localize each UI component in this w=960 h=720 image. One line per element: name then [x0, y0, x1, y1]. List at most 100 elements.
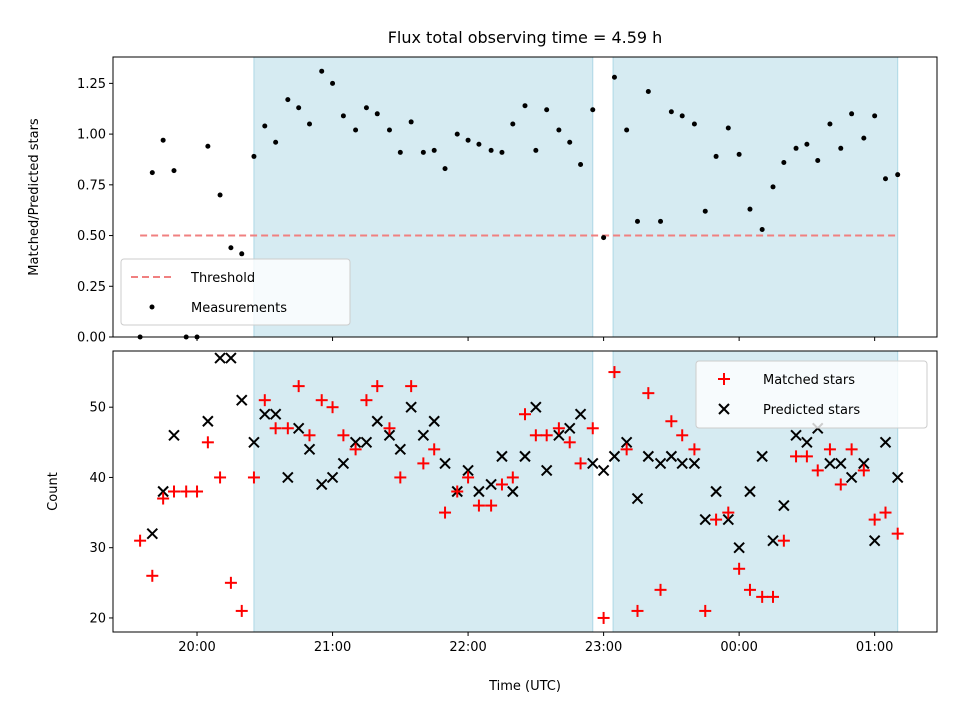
predicted-point: [417, 429, 430, 442]
predicted-point: [891, 471, 904, 484]
predicted-point: [744, 485, 756, 498]
legend-predicted-marker: [718, 403, 730, 415]
measurement-point: [849, 111, 855, 117]
matched-point: [756, 590, 769, 603]
measurement-point: [476, 141, 482, 147]
measurement-point: [408, 119, 414, 125]
chart-title: Flux total observing time = 4.59 h: [388, 28, 663, 47]
matched-point: [337, 429, 350, 442]
matched-point: [834, 478, 847, 491]
top-axes-frame: [112, 56, 938, 338]
measurement-point: [725, 125, 731, 131]
predicted-point: [269, 408, 282, 420]
matched-point: [383, 422, 396, 435]
observing-span: [612, 56, 899, 338]
y-tick-label: 40: [89, 471, 106, 486]
matched-point: [485, 499, 498, 512]
predicted-point: [688, 457, 701, 470]
y-tick-label: 50: [89, 401, 106, 416]
matched-point: [506, 471, 519, 484]
measurement-point: [781, 160, 787, 166]
legend-measurement-marker: [149, 304, 155, 310]
matched-point: [665, 415, 678, 428]
measurement-point: [420, 149, 426, 155]
matched-point: [608, 366, 621, 379]
predicted-point: [733, 541, 745, 554]
matched-point: [563, 436, 576, 449]
x-tick-label: 01:00: [856, 640, 893, 655]
matched-point: [845, 443, 858, 456]
legend-matched-marker: [718, 373, 730, 385]
measurement-point: [747, 206, 753, 212]
matched-point: [642, 387, 655, 400]
matched-point: [191, 485, 204, 498]
matched-point: [574, 457, 587, 470]
measurement-point: [262, 123, 268, 129]
predicted-point: [202, 415, 214, 427]
measurement-point: [634, 218, 640, 224]
measurement-point: [895, 172, 901, 178]
matched-point: [654, 583, 667, 596]
measurement-point: [668, 109, 674, 115]
predicted-point: [337, 457, 350, 470]
measurement-point: [442, 166, 448, 172]
observing-span: [253, 350, 594, 633]
predicted-point: [428, 415, 440, 427]
predicted-point: [858, 457, 870, 470]
legend-predicted-label: Predicted stars: [763, 403, 860, 418]
matched-point: [258, 394, 271, 407]
predicted-point: [282, 471, 294, 484]
measurement-point: [827, 121, 833, 127]
matched-point: [146, 569, 159, 582]
measurement-point: [702, 208, 708, 214]
predicted-point: [868, 534, 881, 547]
predicted-point: [540, 464, 553, 477]
x-tick-label: 00:00: [720, 640, 757, 655]
matched-point: [811, 464, 824, 477]
matched-point: [428, 443, 441, 456]
matched-point: [631, 604, 644, 617]
measurement-point: [499, 149, 505, 155]
predicted-point: [642, 450, 655, 463]
matched-point: [281, 422, 294, 435]
matched-point: [710, 513, 723, 526]
matched-point: [823, 443, 836, 456]
matched-point: [462, 471, 475, 484]
measurement-point: [319, 68, 325, 74]
predicted-point: [405, 401, 417, 413]
matched-point: [303, 429, 316, 442]
y-tick-label: 0.25: [77, 280, 106, 295]
measurement-point: [171, 168, 177, 174]
predicted-point: [710, 485, 722, 498]
predicted-point: [676, 457, 688, 470]
measurement-point: [624, 127, 630, 133]
predicted-point: [168, 429, 180, 442]
predicted-point: [371, 415, 383, 427]
predicted-point: [214, 352, 226, 364]
predicted-point: [326, 471, 339, 484]
ratio-y-axis-label: Matched/Predicted stars: [27, 118, 42, 276]
predicted-point: [383, 429, 396, 442]
measurement-point: [861, 135, 867, 141]
predicted-point: [394, 443, 407, 456]
matched-point: [214, 471, 227, 484]
measurement-point: [770, 184, 776, 190]
measurement-point: [160, 137, 166, 143]
predicted-point: [801, 436, 813, 449]
predicted-point: [349, 436, 362, 449]
measurement-point: [217, 192, 223, 198]
legend-measurement-label: Measurements: [191, 301, 287, 316]
predicted-point: [485, 478, 497, 491]
measurement-point: [533, 147, 539, 153]
measurement-point: [363, 105, 369, 111]
measurement-point: [804, 141, 810, 147]
predicted-point: [303, 443, 316, 456]
predicted-point: [292, 422, 305, 434]
measurement-point: [590, 107, 596, 113]
measurement-point: [228, 245, 234, 251]
measurement-point: [330, 80, 336, 86]
measurement-point: [296, 105, 302, 111]
measurement-point: [307, 121, 313, 127]
predicted-point: [631, 492, 644, 505]
